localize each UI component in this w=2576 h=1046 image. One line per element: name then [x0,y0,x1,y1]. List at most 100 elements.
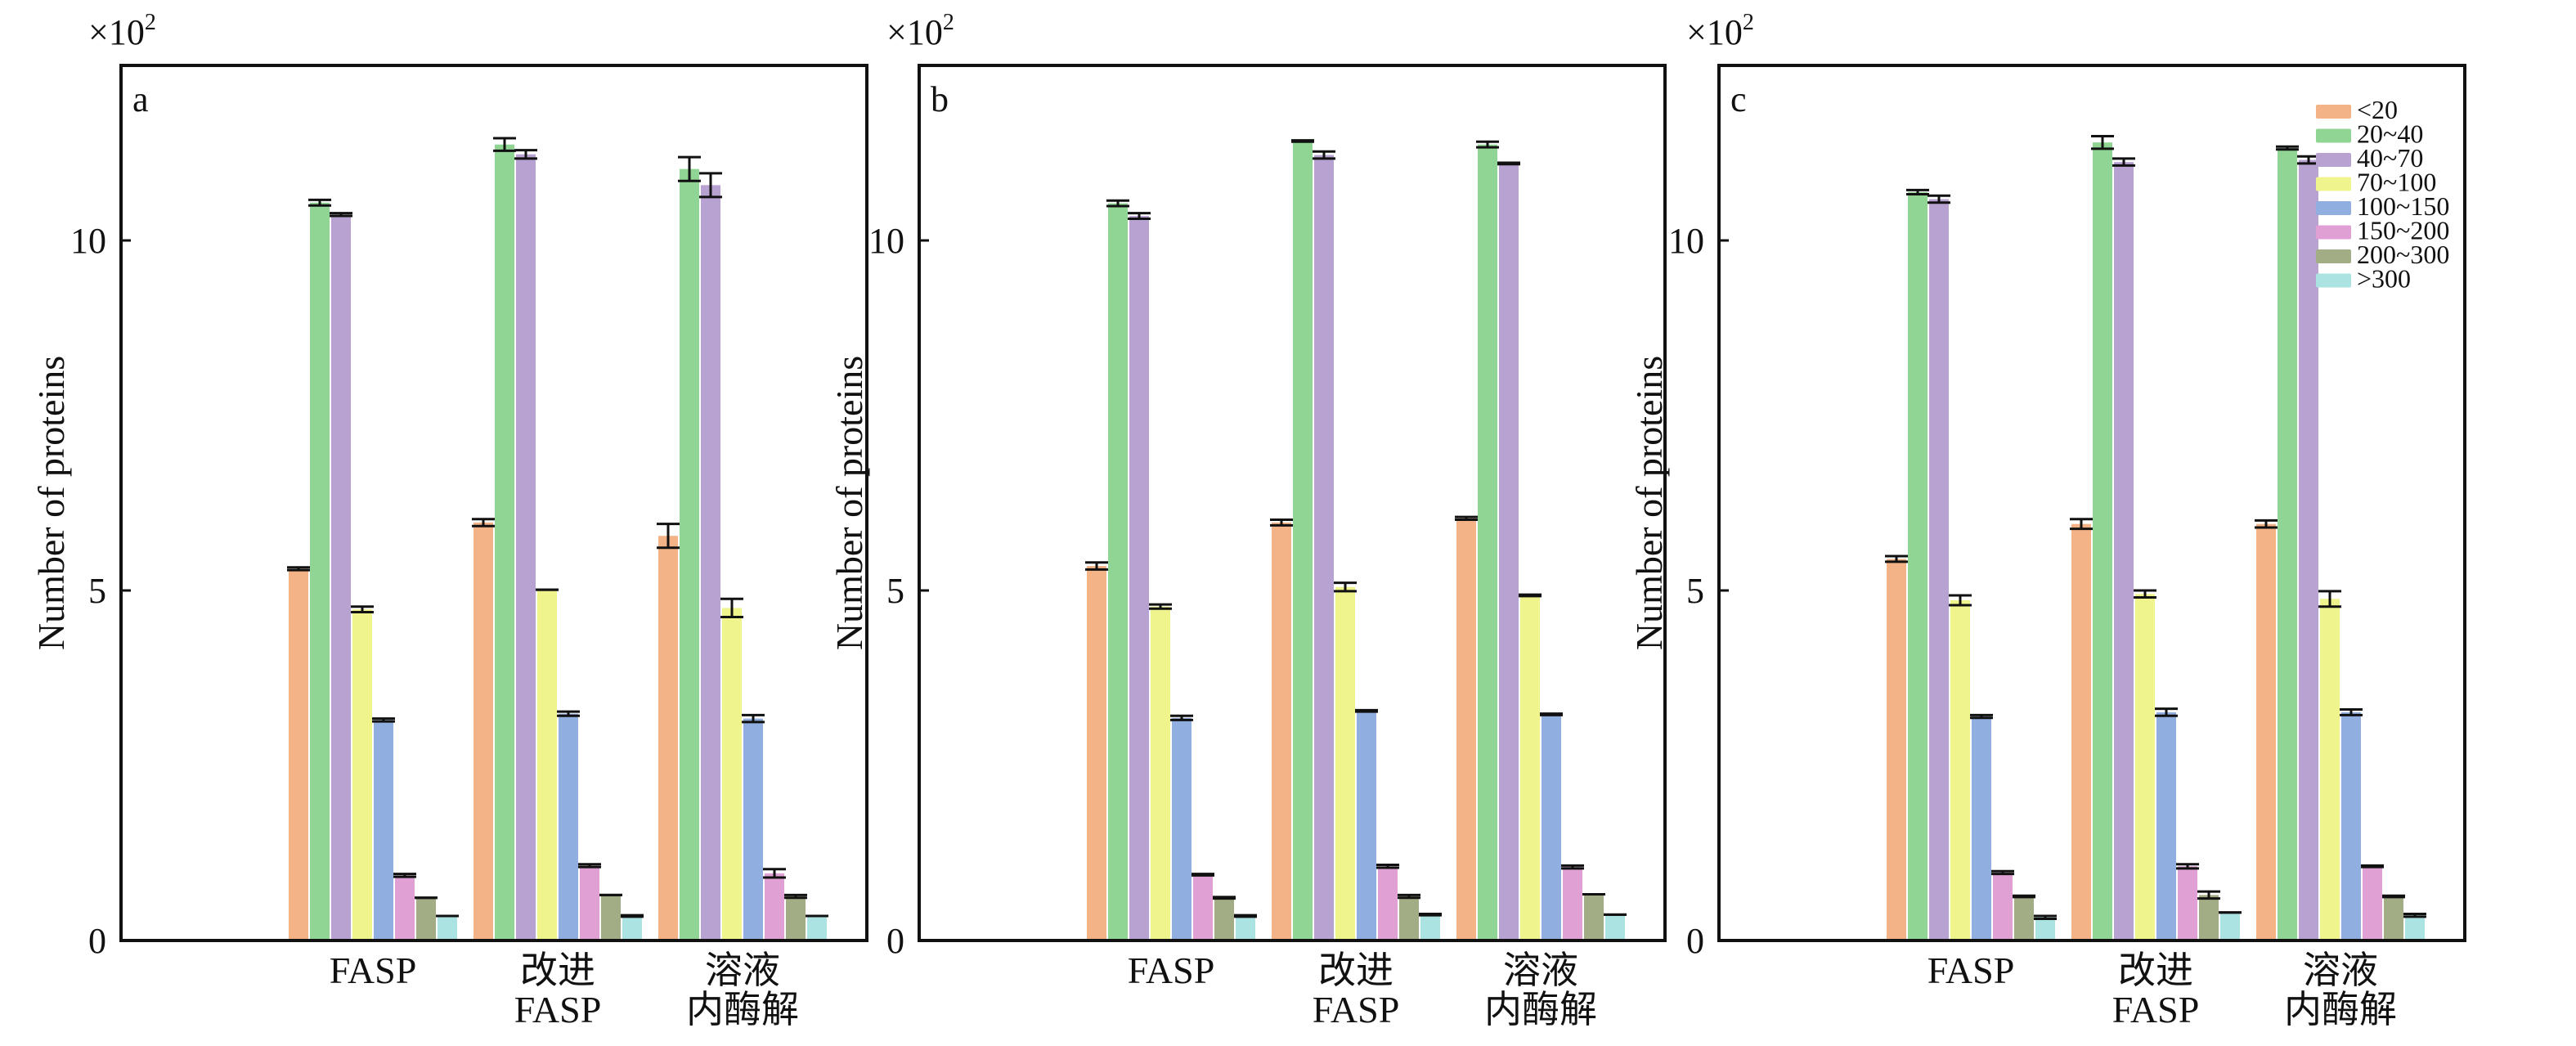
legend-swatch [2316,128,2351,143]
y-multiplier-exponent: 2 [1743,10,1754,35]
bar-4070-2 [1499,163,1519,941]
bar-150200-1 [1378,866,1398,941]
category-label: 内酶解 [1484,989,1597,1030]
bar-20-0 [1087,566,1106,941]
bar-2040-2 [680,168,699,941]
bar-300-0 [438,916,457,941]
bar-2040-1 [2093,142,2112,941]
bar-100150-1 [2156,712,2176,941]
bar-100150-1 [1357,711,1376,941]
bar-70100-2 [1520,595,1540,941]
legend-swatch [2316,153,2351,167]
category-label: 改进 [1318,949,1393,991]
legend-swatch [2316,201,2351,215]
bar-200300-0 [1214,897,1234,941]
bar-200300-0 [2014,896,2034,941]
bar-300-1 [2220,912,2240,941]
y-tick-label: 10 [1668,221,1704,261]
legend-label: <20 [2357,95,2398,124]
bar-4070-1 [1314,155,1334,941]
category-label: FASP [330,949,417,991]
bar-150200-2 [1563,867,1582,941]
bar-300-0 [1236,916,1255,941]
bar-20-2 [658,536,678,941]
bar-100150-2 [2341,712,2361,941]
bar-300-1 [622,916,642,941]
bar-20-1 [2071,523,2091,941]
legend: <2020~4040~7070~100100~150150~200200~300… [2316,95,2449,294]
y-axis-label: Number of proteins [828,356,870,650]
bar-150200-0 [1193,874,1213,941]
legend-label: >300 [2357,264,2411,294]
y-tick-label: 0 [88,921,106,961]
bar-4070-2 [701,185,720,941]
bar-100150-2 [1542,714,1561,941]
bar-300-2 [2405,915,2425,941]
y-tick-label: 5 [886,571,904,611]
bar-150200-1 [2178,866,2197,941]
category-label: FASP [1928,949,2015,991]
y-multiplier-exponent: 2 [145,10,156,35]
bar-200300-2 [786,896,806,941]
y-multiplier: ×102 [1686,10,1754,52]
legend-swatch [2316,273,2351,288]
bar-300-1 [1420,914,1440,941]
legend-swatch [2316,225,2351,240]
bar-70100-2 [722,608,742,941]
bar-20-2 [2256,523,2276,941]
legend-swatch [2316,249,2351,263]
bar-70100-0 [1950,599,1970,941]
bar-2040-1 [495,144,514,941]
y-tick-label: 10 [70,221,106,261]
bar-100150-1 [559,713,578,941]
category-label: FASP [1128,949,1215,991]
category-label: FASP [2112,989,2200,1030]
category-label: 改进 [520,949,595,991]
bar-2040-1 [1293,141,1313,941]
bar-100150-0 [1972,716,1991,941]
bar-150200-0 [1993,872,2013,941]
category-label: 溶液 [705,949,780,991]
bar-20-1 [1272,522,1291,941]
plot-frame [1717,64,2466,942]
bar-20-0 [289,568,308,941]
bar-2040-0 [310,202,330,941]
bar-2040-2 [1478,144,1497,941]
legend-label: 200~300 [2357,240,2449,269]
bar-200300-2 [1584,894,1604,941]
y-multiplier: ×102 [886,10,954,52]
bar-300-2 [1605,914,1625,941]
bar-100150-2 [743,718,763,941]
y-tick-label: 5 [88,571,106,611]
bar-300-0 [2035,917,2055,941]
bar-20-2 [1456,518,1476,941]
bar-100150-0 [374,720,393,941]
bar-150200-1 [580,865,599,941]
y-tick-label: 10 [868,221,904,261]
y-axis-label: Number of proteins [1628,356,1670,650]
y-multiplier-exponent: 2 [943,10,954,35]
bar-70100-1 [2135,594,2155,941]
bar-20-1 [473,522,493,941]
bar-150200-2 [2363,866,2382,941]
legend-label: 70~100 [2357,168,2436,197]
bar-2040-0 [1908,191,1928,941]
y-tick-label: 5 [1686,571,1704,611]
y-multiplier: ×102 [88,10,156,52]
category-label: 改进 [2118,949,2193,991]
bar-4070-2 [2299,159,2318,941]
bar-70100-1 [537,590,557,941]
legend-label: 20~40 [2357,119,2423,149]
category-label: 内酶解 [686,989,799,1030]
legend-label: 100~150 [2357,191,2449,221]
bar-150200-2 [765,873,784,941]
bar-4070-1 [516,154,536,941]
category-label: 溶液 [2303,949,2378,991]
bar-4070-1 [2114,162,2134,941]
bar-100150-0 [1172,717,1192,941]
bar-200300-1 [601,895,621,941]
